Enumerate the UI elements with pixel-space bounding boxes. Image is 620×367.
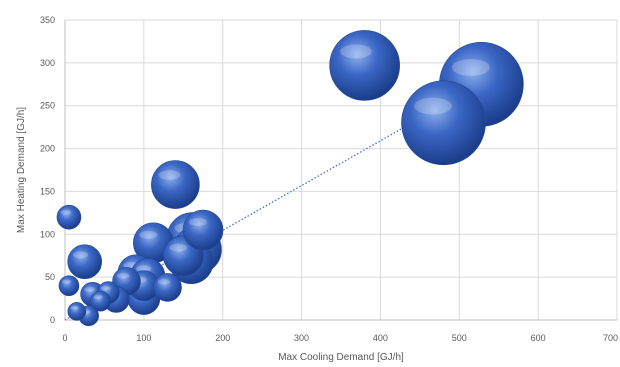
tick-labels: 0 50 100 150 200 250 300 350 0 100 200 300 400 500 600…	[40, 15, 618, 343]
y-tick-label: 350	[40, 15, 55, 25]
bubble	[58, 275, 80, 297]
y-tick-label: 250	[40, 101, 55, 111]
bubble	[182, 209, 224, 251]
y-axis-title: Max Heating Demand [GJ/h]	[16, 107, 27, 233]
x-tick-label: 400	[373, 333, 388, 343]
y-tick-label: 200	[40, 144, 55, 154]
x-axis-title: Max Cooling Demand [GJ/h]	[278, 352, 404, 363]
x-tick-label: 100	[136, 333, 151, 343]
y-tick-label: 0	[50, 315, 55, 325]
y-tick-label: 150	[40, 186, 55, 196]
x-tick-label: 200	[215, 333, 230, 343]
x-tick-label: 500	[452, 333, 467, 343]
bubble	[151, 160, 200, 209]
bubble	[67, 244, 103, 280]
x-tick-label: 0	[62, 333, 67, 343]
bubbles	[56, 30, 524, 327]
bubble	[67, 302, 87, 321]
bubble	[153, 273, 182, 302]
x-tick-label: 700	[603, 333, 618, 343]
bubble	[56, 204, 82, 230]
y-tick-label: 50	[45, 272, 55, 282]
bubble	[90, 290, 111, 312]
x-tick-label: 300	[294, 333, 309, 343]
axes	[64, 20, 617, 321]
bubble	[329, 30, 400, 101]
x-tick-label: 600	[531, 333, 546, 343]
bubble	[401, 80, 486, 166]
y-tick-label: 100	[40, 229, 55, 239]
y-tick-label: 300	[40, 58, 55, 68]
